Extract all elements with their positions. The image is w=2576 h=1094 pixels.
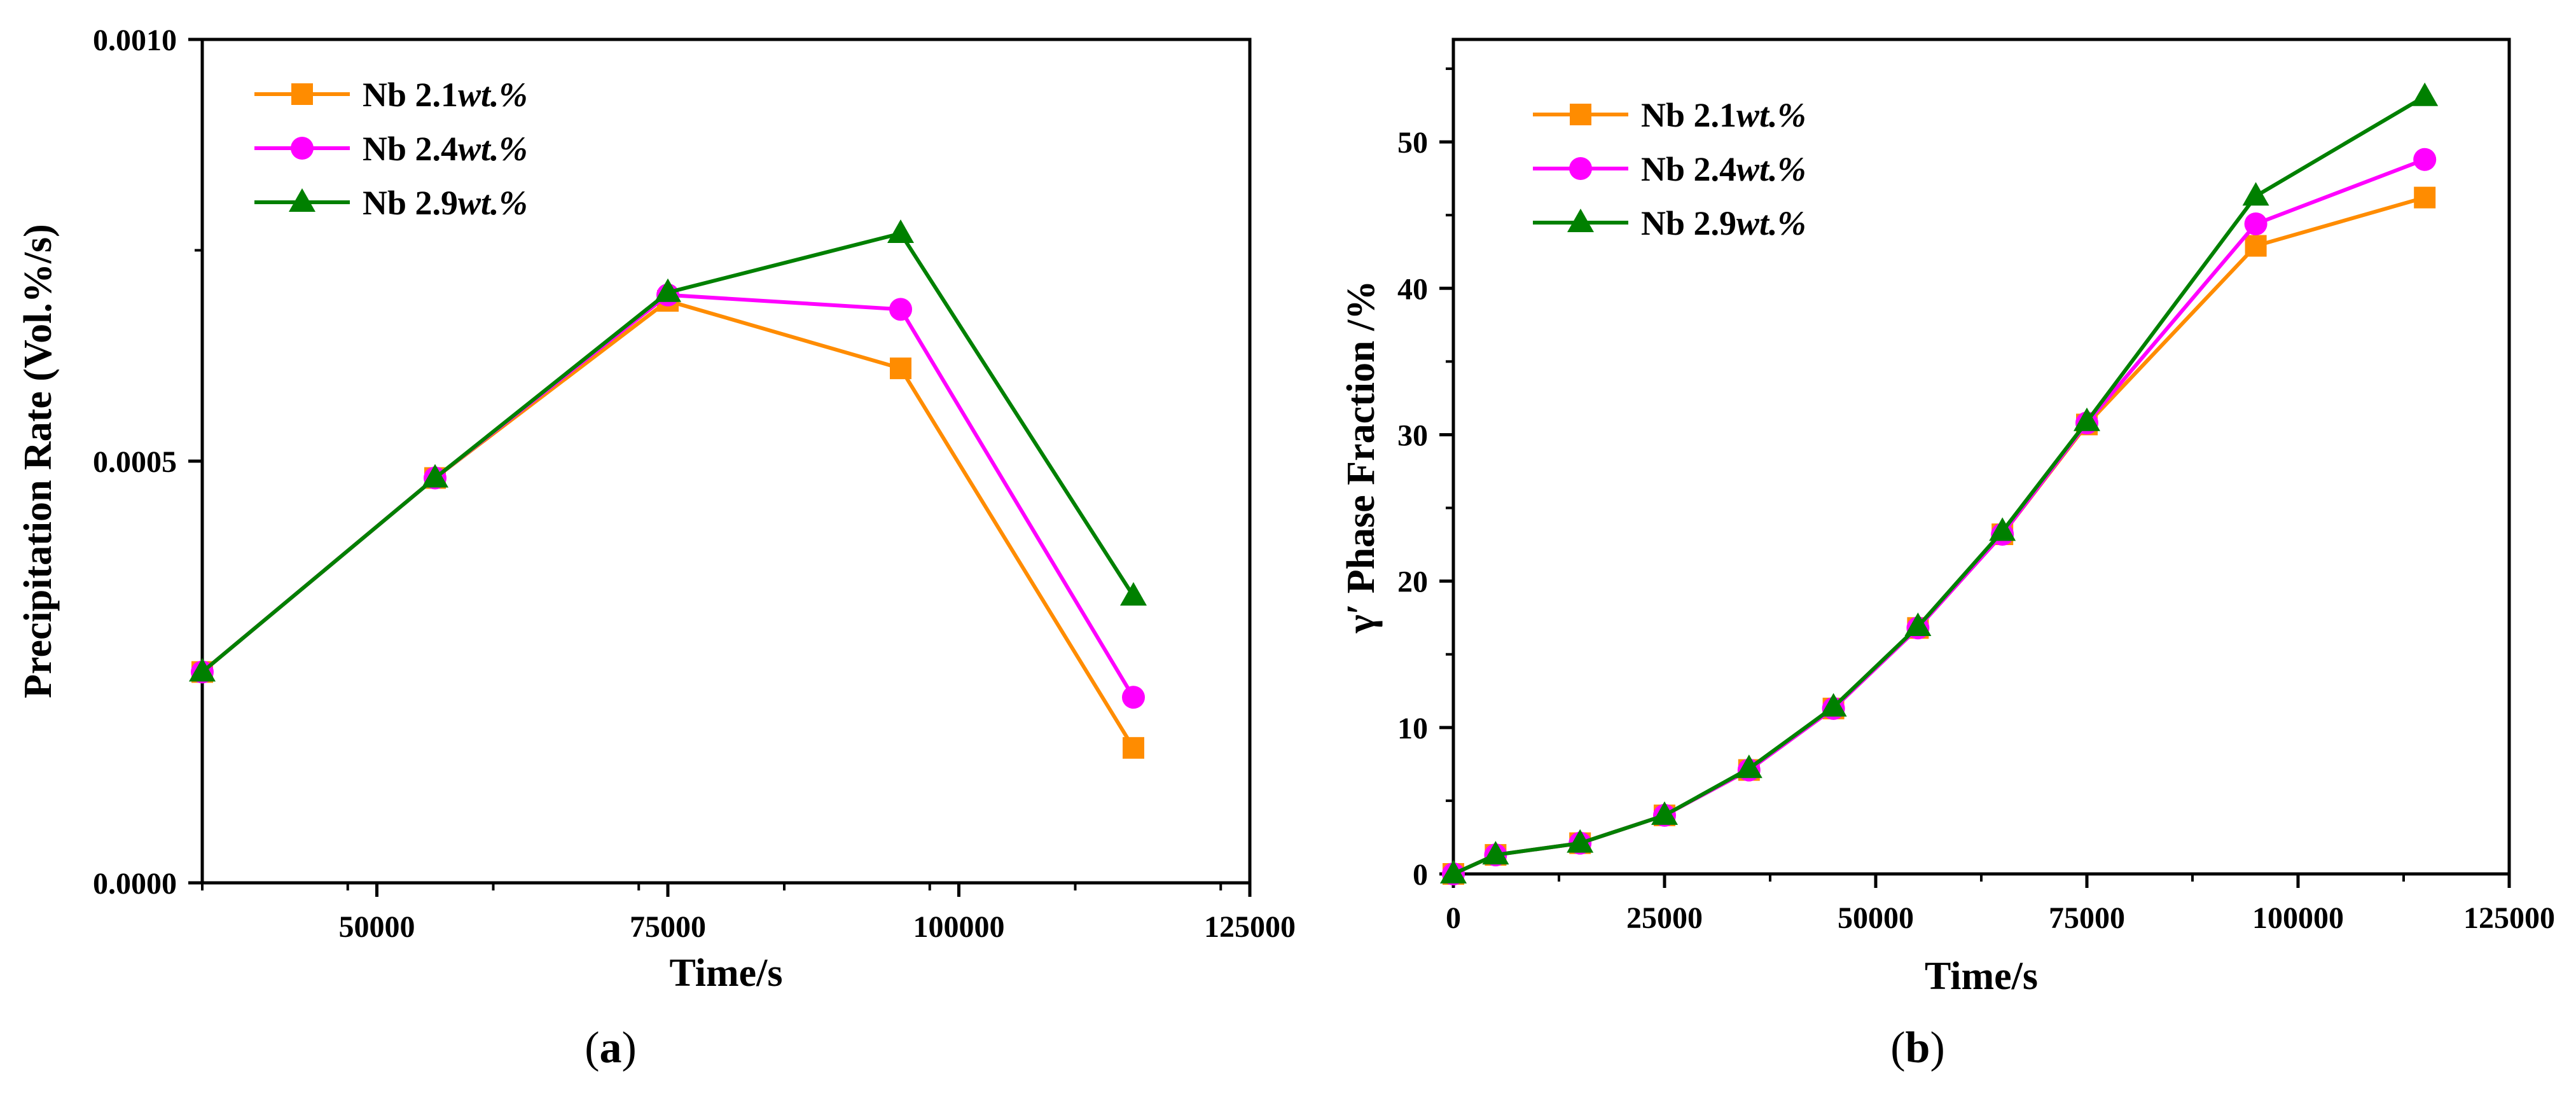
panel-label: (a) (585, 1023, 637, 1072)
data-point-2 (1989, 517, 2016, 541)
x-tick-label: 75000 (630, 910, 706, 944)
data-point-2 (189, 658, 216, 682)
data-point-0 (1123, 737, 1144, 759)
data-point-2 (1904, 613, 1932, 637)
data-point-2 (2411, 82, 2439, 106)
data-point-2 (1651, 801, 1678, 825)
y-axis-label: Precipitation Rate (Vol.%/s) (17, 224, 60, 698)
panel-b-chart: 0 25000 50000 75000 100000 125000 0 10 20 30 40 50 T… (1340, 38, 2555, 1072)
legend-name: Nb 2.9 (363, 184, 458, 222)
panel-a-chart: 50000 75000 100000 125000 0.0000 0.0005 0.0010… (17, 24, 1296, 1072)
y-tick-label: 10 (1397, 712, 1428, 745)
data-point-2 (1440, 860, 1467, 883)
y-tick-label: 0.0005 (93, 445, 177, 479)
panel-label: (b) (1890, 1023, 1945, 1072)
y-tick-label: 0.0000 (93, 867, 177, 901)
legend-unit: wt.% (458, 130, 528, 168)
panel-letter: b (1906, 1023, 1930, 1072)
x-tick-label: 100000 (2252, 901, 2344, 935)
data-point-2 (654, 278, 681, 302)
x-tick-label: 100000 (913, 910, 1005, 944)
data-point-2 (1482, 841, 1509, 865)
legend-marker-2 (289, 188, 315, 212)
legend-unit: wt.% (458, 184, 528, 222)
data-point-1 (2244, 212, 2268, 236)
y-tick-label: 0 (1413, 858, 1428, 892)
data-point-2 (1567, 829, 1594, 853)
legend-entry-2: Nb 2.9wt.% (363, 184, 528, 222)
data-point-1 (2413, 148, 2437, 171)
legend-unit: wt.% (1736, 204, 1806, 242)
data-point-2 (1735, 754, 1762, 779)
x-tick-label: 75000 (2049, 901, 2125, 935)
y-tick-label: 50 (1397, 126, 1428, 160)
x-tick-label: 0 (1446, 901, 1461, 935)
x-tick-label: 50000 (1838, 901, 1914, 935)
data-point-1 (889, 298, 912, 321)
x-tick-label: 50000 (339, 910, 415, 944)
series-line-1 (1452, 157, 2426, 876)
panel-letter: a (600, 1023, 622, 1072)
data-point-2 (2242, 182, 2269, 206)
plot-frame (200, 38, 1252, 885)
legend-marker-2 (1567, 209, 1594, 232)
y-tick-label: 40 (1397, 272, 1428, 306)
x-axis-label: Time/s (670, 952, 783, 995)
y-tick-label: 20 (1397, 565, 1428, 599)
legend-entry-0: Nb 2.1wt.% (1641, 96, 1806, 134)
x-axis-label: Time/s (1925, 955, 2038, 998)
legend-unit: wt.% (458, 76, 528, 114)
data-point-2 (887, 219, 914, 243)
data-point-2 (422, 464, 448, 488)
legend-unit: wt.% (1736, 150, 1806, 188)
legend-name: Nb 2.4 (363, 130, 458, 168)
data-point-0 (2414, 186, 2436, 209)
data-point-2 (2074, 407, 2100, 431)
legend-unit: wt.% (1736, 96, 1806, 134)
legend-entry-0: Nb 2.1wt.% (363, 76, 528, 114)
plot-frame (1451, 38, 2511, 876)
legend-name: Nb 2.4 (1641, 150, 1736, 188)
y-tick-label: 0.0010 (93, 24, 177, 57)
legend-name: Nb 2.9 (1641, 204, 1736, 242)
data-point-2 (1820, 693, 1847, 717)
legend-entry-1: Nb 2.4wt.% (1641, 150, 1806, 188)
legend-marker-0 (1570, 104, 1591, 125)
legend-name: Nb 2.1 (363, 76, 458, 114)
legend-entry-1: Nb 2.4wt.% (363, 130, 528, 168)
y-tick-label: 30 (1397, 419, 1428, 452)
legend-marker-1 (291, 137, 314, 160)
data-point-0 (2245, 235, 2267, 257)
y-axis-label: γ′ Phase Fraction /% (1340, 280, 1383, 634)
legend-marker-0 (291, 83, 313, 105)
legend-name: Nb 2.1 (1641, 96, 1736, 134)
series-line-0 (1452, 195, 2426, 876)
series-line-0 (201, 299, 1135, 749)
x-tick-label: 125000 (1204, 910, 1296, 944)
data-point-1 (1122, 686, 1145, 709)
x-tick-label: 125000 (2463, 901, 2555, 935)
legend-entry-2: Nb 2.9wt.% (1641, 204, 1806, 242)
data-point-2 (1120, 582, 1147, 606)
data-point-0 (890, 357, 911, 380)
legend-marker-1 (1569, 157, 1592, 180)
x-tick-label: 25000 (1626, 901, 1703, 935)
series-line-1 (201, 293, 1135, 698)
